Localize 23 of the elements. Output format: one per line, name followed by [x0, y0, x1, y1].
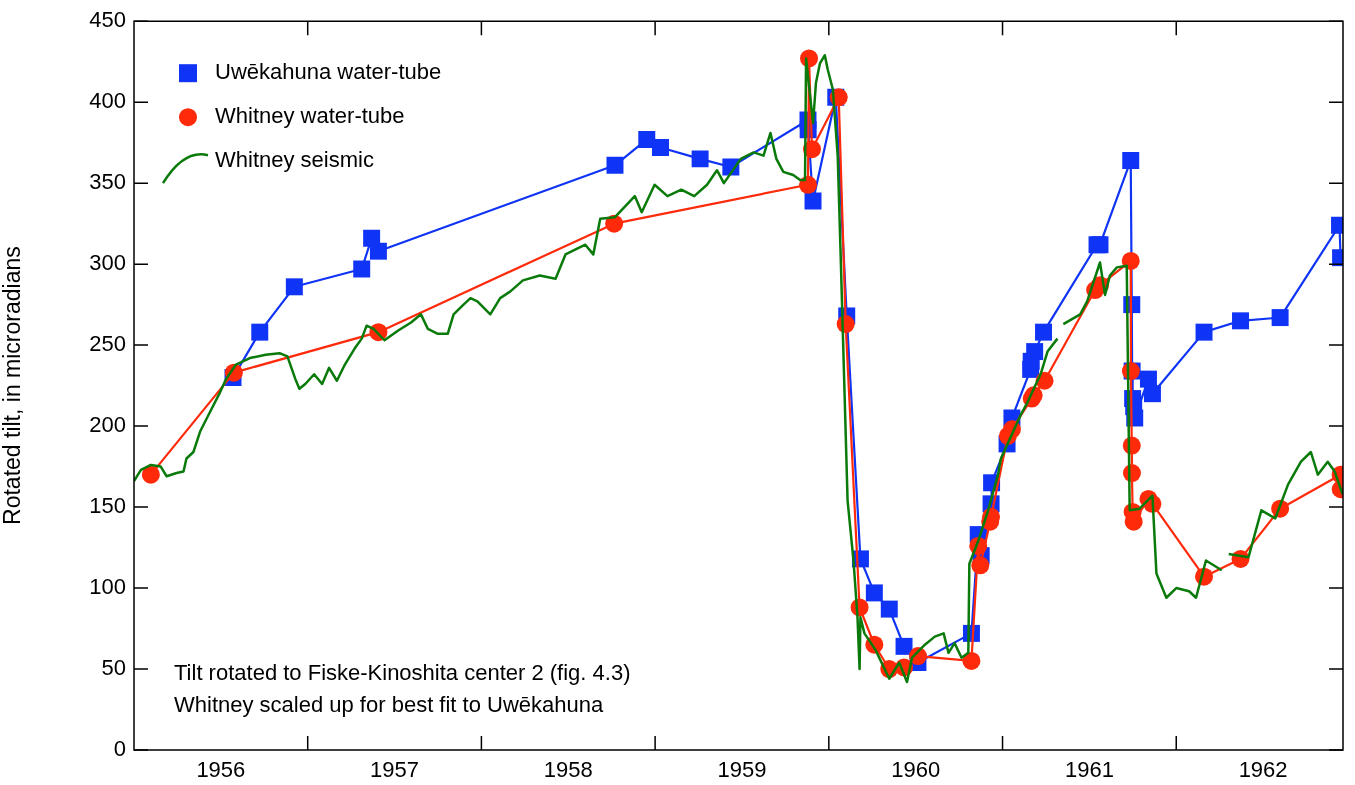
- legend-label: Whitney water-tube: [215, 103, 405, 129]
- y-tick-label: 50: [101, 655, 126, 681]
- x-tick-label: 1960: [891, 757, 941, 783]
- y-tick-label: 250: [89, 331, 126, 357]
- y-tick-label: 400: [89, 88, 126, 114]
- annotation: Tilt rotated to Fiske-Kinoshita center 2 (fig. 4.3): [174, 660, 631, 686]
- y-tick-label: 150: [89, 493, 126, 519]
- y-tick-label: 100: [89, 574, 126, 600]
- x-tick-label: 1962: [1238, 757, 1288, 783]
- x-tick-label: 1957: [370, 757, 420, 783]
- y-tick-label: 300: [89, 250, 126, 276]
- y-tick-label: 350: [89, 169, 126, 195]
- annotation: Whitney scaled up for best fit to Uwēkahuna: [174, 692, 604, 718]
- y-tick-label: 450: [89, 7, 126, 33]
- x-tick-label: 1959: [717, 757, 767, 783]
- y-axis-title: Rotated tilt, in microradians: [0, 246, 26, 525]
- y-tick-label: 200: [89, 412, 126, 438]
- y-tick-label: 0: [113, 736, 126, 762]
- x-tick-label: 1956: [196, 757, 246, 783]
- x-tick-label: 1958: [543, 757, 593, 783]
- legend-label: Uwēkahuna water-tube: [215, 59, 442, 85]
- legend-label: Whitney seismic: [215, 147, 374, 173]
- x-tick-label: 1961: [1064, 757, 1114, 783]
